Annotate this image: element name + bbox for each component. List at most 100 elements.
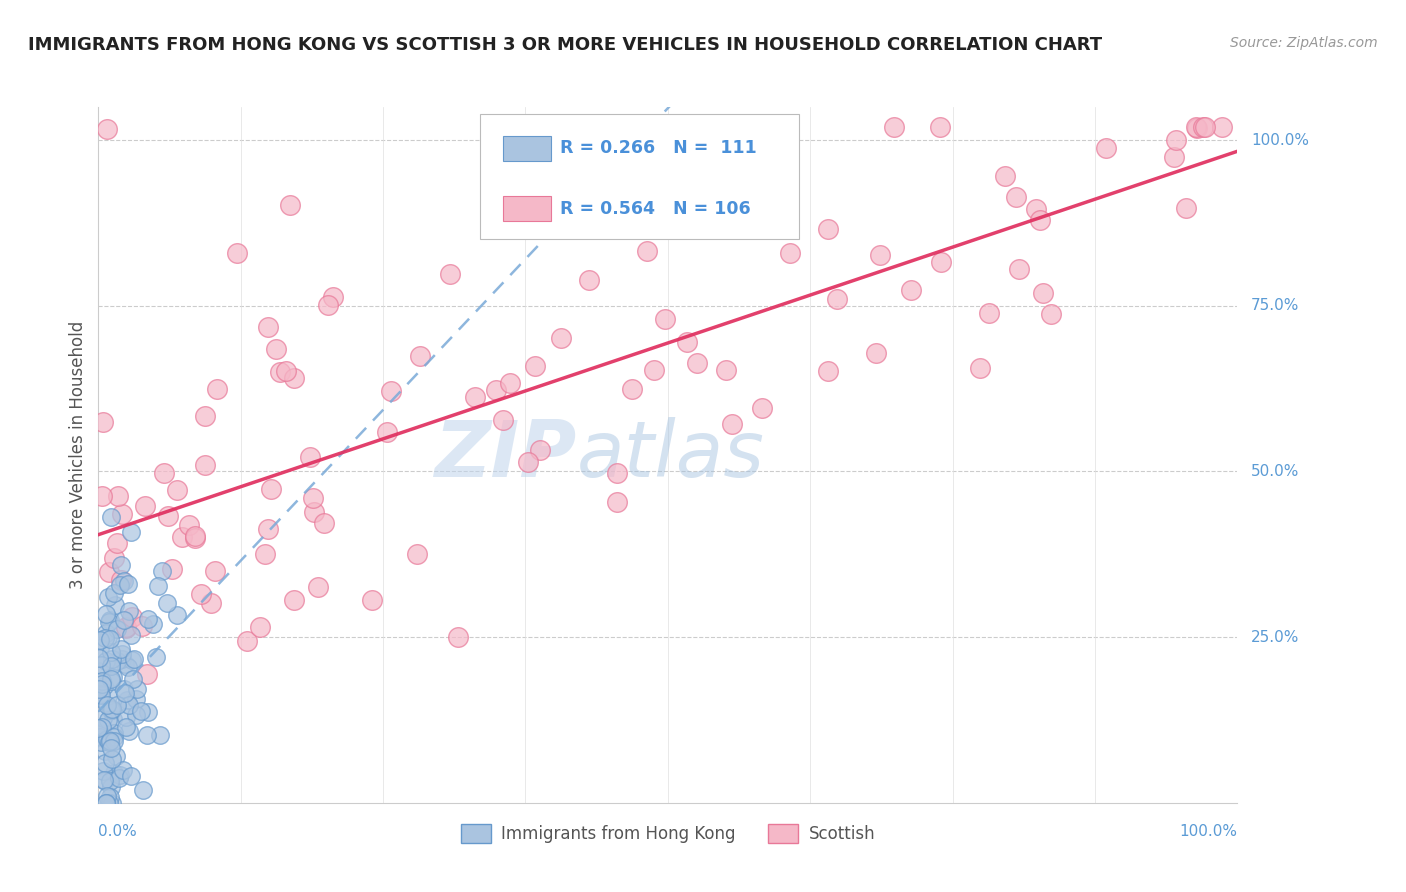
Point [98,615,121,630]
Point [94,654,117,668]
Point [101,703,124,717]
Point [90,735,112,749]
Point [200,596,222,610]
Point [529,442,551,457]
Point [620,383,643,397]
Point [107,490,129,504]
Point [156,596,179,610]
Point [91,721,114,735]
Point [226,245,249,260]
Point [269,365,291,379]
Point [96,121,118,136]
Point [779,246,801,260]
Point [103,725,125,739]
Point [1032,285,1054,300]
Point [146,579,169,593]
Point [94,773,117,788]
Point [492,413,515,427]
Point [322,290,344,304]
Point [90,658,112,673]
Point [121,525,143,540]
Point [969,360,991,375]
Point [112,682,135,697]
Point [136,612,159,626]
Point [89,691,111,706]
Point [96,796,118,810]
Point [129,704,152,718]
Point [93,679,115,693]
Point [101,752,124,766]
Point [97,630,120,644]
Point [318,297,340,311]
Point [98,774,121,789]
Point [900,283,922,297]
Point [194,458,217,472]
Point [87,665,110,679]
Point [100,701,122,715]
Point [96,789,118,803]
Point [105,536,128,550]
Point [1185,120,1208,135]
Point [98,790,121,805]
Point [100,659,122,673]
Point [98,614,121,628]
Point [89,687,111,701]
Point [94,626,117,640]
Point [98,735,121,749]
Point [257,319,280,334]
Text: R = 0.266   N =  111: R = 0.266 N = 111 [560,139,756,157]
Point [1025,202,1047,216]
Point [166,607,188,622]
Point [120,769,142,783]
Point [204,564,226,578]
Point [314,516,336,530]
Point [87,722,110,736]
Point [89,632,111,647]
Point [643,363,665,377]
Point [302,505,325,519]
Point [110,558,132,572]
Point [101,670,124,684]
Point [134,500,156,514]
Point [96,732,118,747]
Point [94,607,117,621]
Point [90,688,112,702]
Point [91,415,114,429]
Point [156,509,179,524]
Point [675,334,697,349]
Point [1094,141,1116,155]
Point [89,640,111,655]
FancyBboxPatch shape [479,114,799,239]
Point [1163,149,1185,163]
Text: R = 0.564   N = 106: R = 0.564 N = 106 [560,200,751,218]
Point [375,425,398,439]
Point [103,733,125,747]
Point [122,652,145,666]
Point [104,598,127,612]
Point [132,782,155,797]
Point [110,574,132,588]
Text: ZIP: ZIP [434,417,576,493]
Point [135,666,157,681]
Point [254,547,277,561]
Point [636,244,658,258]
Point [93,773,115,788]
Point [111,647,134,661]
Point [104,749,127,764]
Point [115,720,138,734]
Point [236,634,259,648]
Point [97,565,120,579]
Point [439,267,461,281]
Point [100,645,122,659]
Point [117,576,139,591]
Point [96,698,118,713]
Point [142,616,165,631]
Point [103,585,125,599]
Point [100,673,122,687]
Point [1194,120,1216,134]
Point [103,765,125,780]
Y-axis label: 3 or more Vehicles in Household: 3 or more Vehicles in Household [69,321,87,589]
Point [249,620,271,634]
Point [115,621,138,635]
Point [160,562,183,576]
